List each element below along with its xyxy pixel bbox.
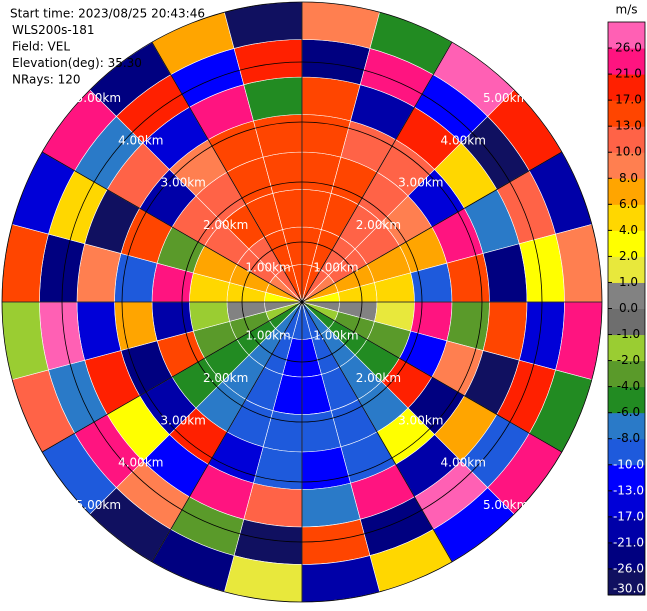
range-label: 5.00km xyxy=(76,91,121,105)
range-label: 4.00km xyxy=(118,133,163,147)
header: Start time: 2023/08/25 20:43:46 WLS200s-1… xyxy=(10,7,205,87)
colorbar-tick-label: 6.0 xyxy=(619,197,638,211)
colorbar-tick-label: -6.0 xyxy=(617,405,640,419)
colorbar-tick-label: 0.0 xyxy=(619,301,638,315)
colorbar-tick-label: 21.0 xyxy=(615,67,642,81)
colorbar-tick-label: -1.0 xyxy=(617,327,640,341)
colorbar-segment xyxy=(608,204,645,231)
range-label: 5.00km xyxy=(76,498,121,512)
colorbar-tick-label: -21.0 xyxy=(613,535,644,549)
colorbar-tick-label: -26.0 xyxy=(613,561,644,575)
range-ring xyxy=(241,241,363,363)
colorbar-tick-label: -30.0 xyxy=(613,582,644,596)
velocity-cell xyxy=(243,76,303,122)
range-label: 2.00km xyxy=(356,218,401,232)
colorbar-label: m/s xyxy=(616,3,638,17)
velocity-cell xyxy=(243,482,303,528)
header-line: WLS200s-181 xyxy=(12,23,95,37)
colorbar-segment xyxy=(608,568,645,596)
range-label: 5.00km xyxy=(483,498,528,512)
range-label: 2.00km xyxy=(203,371,248,385)
colorbar-tick-label: -10.0 xyxy=(613,457,644,471)
range-ring xyxy=(1,1,603,603)
colorbar-segment xyxy=(608,256,645,283)
colorbar-segment xyxy=(608,360,645,388)
colorbar-tick-label: 4.0 xyxy=(619,223,638,237)
colorbar-segment xyxy=(608,490,645,518)
range-ring xyxy=(121,121,483,483)
range-ring xyxy=(61,61,543,543)
colorbar-segment xyxy=(608,542,645,570)
velocity-cell xyxy=(76,301,122,361)
colorbar-segment xyxy=(608,334,645,362)
range-label: 3.00km xyxy=(161,413,206,427)
range-label: 2.00km xyxy=(356,371,401,385)
colorbar-tick-label: 10.0 xyxy=(615,145,642,159)
colorbar-segment xyxy=(608,438,645,466)
range-label: 4.00km xyxy=(118,456,163,470)
header-line: Start time: 2023/08/25 20:43:46 xyxy=(10,7,205,21)
colorbar-segment xyxy=(608,152,645,179)
colorbar-segment xyxy=(608,308,645,336)
colorbar-tick-label: -8.0 xyxy=(617,431,640,445)
colorbar-tick-label: -4.0 xyxy=(617,379,640,393)
colorbar-segment xyxy=(608,282,645,309)
colorbar-segment xyxy=(608,516,645,544)
ppi-field xyxy=(1,1,603,603)
range-ring xyxy=(181,181,423,423)
range-label: 1.00km xyxy=(245,261,290,275)
colorbar-tick-label: 26.0 xyxy=(615,41,642,55)
velocity-cell xyxy=(482,301,528,361)
overlay: 1.00km 1.00km 1.00km 1.00km 2.00km 2.00km 2.00… xyxy=(1,1,603,603)
header-line: Elevation(deg): 35.30 xyxy=(12,56,142,70)
colorbar-tick-label: 17.0 xyxy=(615,93,642,107)
colorbar-segment xyxy=(608,74,645,101)
colorbar-segment xyxy=(608,412,645,440)
colorbar-segment xyxy=(608,126,645,153)
range-label: 1.00km xyxy=(245,328,290,342)
range-label: 1.00km xyxy=(313,261,358,275)
colorbar-segment xyxy=(608,386,645,414)
header-line: NRays: 120 xyxy=(12,73,81,87)
range-label: 3.00km xyxy=(398,413,443,427)
header-line: Field: VEL xyxy=(12,40,70,54)
velocity-cell xyxy=(482,243,528,303)
colorbar-tick-label: 1.0 xyxy=(619,275,638,289)
colorbar-segment xyxy=(608,22,645,49)
colorbar-tick-label: -2.0 xyxy=(617,353,640,367)
range-label: 4.00km xyxy=(441,456,486,470)
velocity-cell xyxy=(301,76,361,122)
velocity-cell xyxy=(76,243,122,303)
colorbar-segment xyxy=(608,464,645,492)
range-label: 5.00km xyxy=(483,91,528,105)
spoke xyxy=(151,41,453,563)
colorbar-frame xyxy=(607,21,646,596)
colorbar-tick-label: -17.0 xyxy=(613,509,644,523)
colorbar-tick-label: 2.0 xyxy=(619,249,638,263)
colorbar: -30.0 -26.0 -21.0 -17.0 -13.0 -10.0 -8.0 -6.0 -4… xyxy=(607,3,646,596)
colorbar-tick-label: -13.0 xyxy=(613,483,644,497)
colorbar-segment xyxy=(608,48,645,75)
colorbar-tick-label: 8.0 xyxy=(619,171,638,185)
range-label: 4.00km xyxy=(441,133,486,147)
range-label: 3.00km xyxy=(398,176,443,190)
colorbar-segment xyxy=(608,100,645,127)
colorbar-tick-label: 13.0 xyxy=(615,119,642,133)
range-label: 3.00km xyxy=(161,176,206,190)
colorbar-segment xyxy=(608,230,645,257)
range-label: 2.00km xyxy=(203,218,248,232)
colorbar-segment xyxy=(608,178,645,205)
range-label: 1.00km xyxy=(313,328,358,342)
velocity-cell xyxy=(301,482,361,528)
